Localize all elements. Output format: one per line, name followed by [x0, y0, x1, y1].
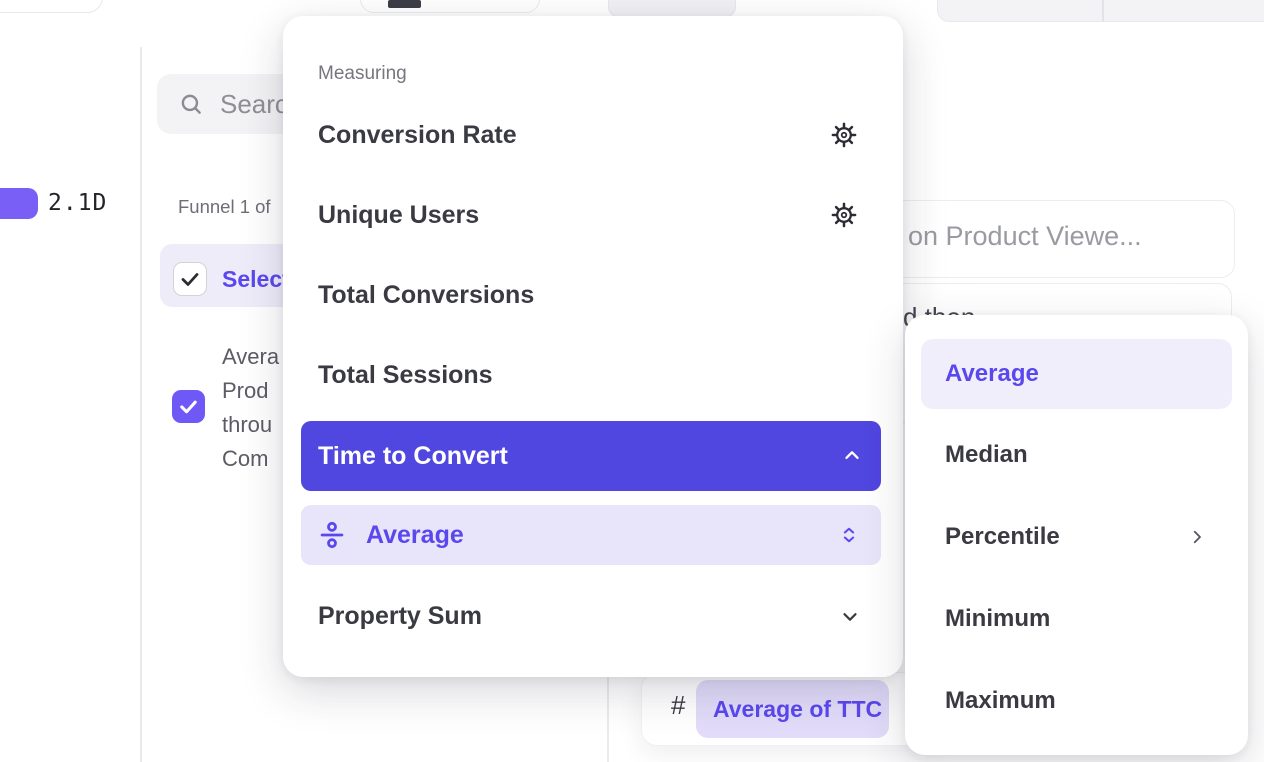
aggregation-item-maximum[interactable]: Maximum	[921, 666, 1232, 736]
menu-item-conversion-rate[interactable]: Conversion Rate	[301, 100, 885, 170]
toolbar-glyph-fragment	[388, 0, 421, 8]
select-all-checkbox[interactable]	[173, 262, 207, 296]
aggregation-item-label: Median	[945, 441, 1028, 468]
measuring-menu: Measuring Conversion Rate Unique Users	[283, 16, 903, 677]
metric-row-checkbox[interactable]	[172, 390, 205, 423]
select-all-label: Select	[222, 266, 290, 292]
aggregation-item-label: Average	[945, 360, 1039, 387]
metric-row-line: Com	[222, 446, 269, 471]
menu-item-total-sessions[interactable]: Total Sessions	[301, 340, 885, 410]
metric-row-line: throu	[222, 412, 273, 437]
toolbar-control-fragment	[360, 0, 540, 13]
menu-item-label: Property Sum	[318, 601, 482, 630]
menu-item-label: Total Sessions	[318, 360, 493, 389]
average-icon	[320, 521, 344, 549]
metric-dropdown-label: Average of TTC	[713, 695, 883, 722]
aggregation-selector-row[interactable]: Average	[301, 505, 881, 565]
menu-item-label: Unique Users	[318, 200, 480, 229]
aggregation-selected-label: Average	[366, 520, 464, 549]
menu-item-label: Time to Convert	[318, 441, 508, 470]
checkmark-icon	[180, 400, 197, 414]
metric-summary-card: # Average of TTC	[641, 672, 941, 746]
background-card-fragment	[0, 0, 103, 13]
segment-divider	[1102, 0, 1104, 21]
gear-icon[interactable]	[831, 122, 857, 148]
funnel-step-badge: 2.1D	[48, 190, 108, 216]
chevron-up-icon	[845, 451, 859, 460]
metric-dropdown-button[interactable]: Average of TTC	[696, 680, 889, 738]
aggregation-item-label: Minimum	[945, 605, 1051, 632]
aggregation-item-average[interactable]: Average	[921, 339, 1232, 409]
aggregation-item-percentile[interactable]: Percentile	[921, 502, 1232, 572]
chevron-right-icon	[1193, 530, 1201, 544]
menu-item-total-conversions[interactable]: Total Conversions	[301, 260, 885, 330]
aggregation-item-label: Percentile	[945, 523, 1060, 550]
funnel-counter-label: Funnel 1 of	[178, 196, 271, 217]
aggregation-item-label: Maximum	[945, 687, 1056, 714]
chevron-up-down-icon	[843, 527, 855, 543]
measuring-menu-title: Measuring	[318, 63, 407, 84]
gear-icon[interactable]	[831, 202, 857, 228]
metric-row-line: Avera	[222, 344, 280, 369]
chevron-down-icon	[843, 613, 857, 621]
toolbar-segment-fragment	[608, 0, 736, 17]
aggregation-menu: Average Median Percentile Minimum Maximu…	[905, 315, 1248, 755]
left-pane-divider	[140, 47, 142, 762]
funnel-step-color-pill	[0, 188, 38, 219]
menu-item-unique-users[interactable]: Unique Users	[301, 180, 885, 250]
menu-item-time-to-convert[interactable]: Time to Convert	[301, 421, 881, 491]
aggregation-item-minimum[interactable]: Minimum	[921, 584, 1232, 654]
metric-row-description: Avera Prod throu Com	[222, 340, 279, 476]
search-icon	[181, 94, 201, 114]
menu-item-label: Conversion Rate	[318, 120, 517, 149]
funnel-event-text: on Product Viewe...	[908, 221, 1142, 251]
aggregation-item-median[interactable]: Median	[921, 420, 1232, 490]
checkmark-icon	[181, 273, 199, 286]
numeric-type-symbol: #	[671, 690, 686, 720]
toolbar-segmented-buttons-fragment	[937, 0, 1264, 22]
metric-row-line: Prod	[222, 378, 269, 403]
menu-item-label: Total Conversions	[318, 280, 535, 309]
menu-item-property-sum[interactable]: Property Sum	[301, 581, 885, 651]
